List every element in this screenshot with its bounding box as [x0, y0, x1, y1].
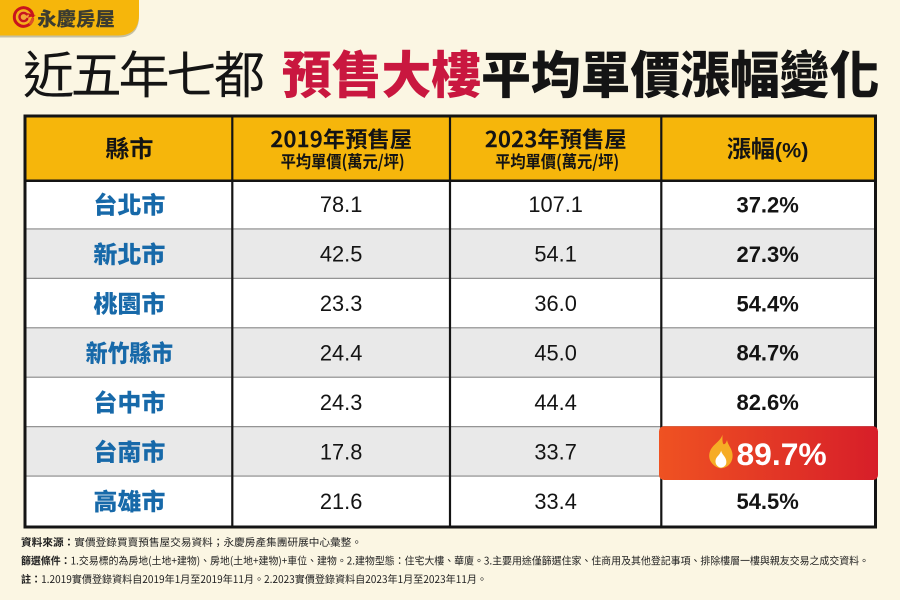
- svg-text:21.6: 21.6: [320, 489, 362, 514]
- svg-text:36.0: 36.0: [534, 291, 576, 316]
- svg-text:54.4%: 54.4%: [736, 291, 798, 316]
- svg-text:42.5: 42.5: [320, 242, 362, 267]
- svg-text:33.4: 33.4: [534, 489, 576, 514]
- svg-text:54.5%: 54.5%: [736, 489, 798, 514]
- svg-text:33.7: 33.7: [534, 439, 576, 464]
- svg-text:24.3: 24.3: [320, 390, 362, 415]
- svg-text:45.0: 45.0: [534, 341, 576, 366]
- svg-text:17.8: 17.8: [320, 439, 362, 464]
- svg-text:23.3: 23.3: [320, 291, 362, 316]
- svg-text:44.4: 44.4: [534, 390, 576, 415]
- svg-text:89.7%: 89.7%: [737, 436, 827, 472]
- svg-text:(%): (%): [775, 138, 808, 162]
- svg-text:82.6%: 82.6%: [736, 390, 798, 415]
- svg-text:24.4: 24.4: [320, 341, 362, 366]
- svg-text:78.1: 78.1: [320, 192, 362, 217]
- svg-text:84.7%: 84.7%: [736, 341, 798, 366]
- svg-text:37.2%: 37.2%: [736, 192, 798, 217]
- svg-text:27.3%: 27.3%: [736, 242, 798, 267]
- svg-text:54.1: 54.1: [534, 242, 576, 267]
- svg-text:107.1: 107.1: [528, 192, 583, 217]
